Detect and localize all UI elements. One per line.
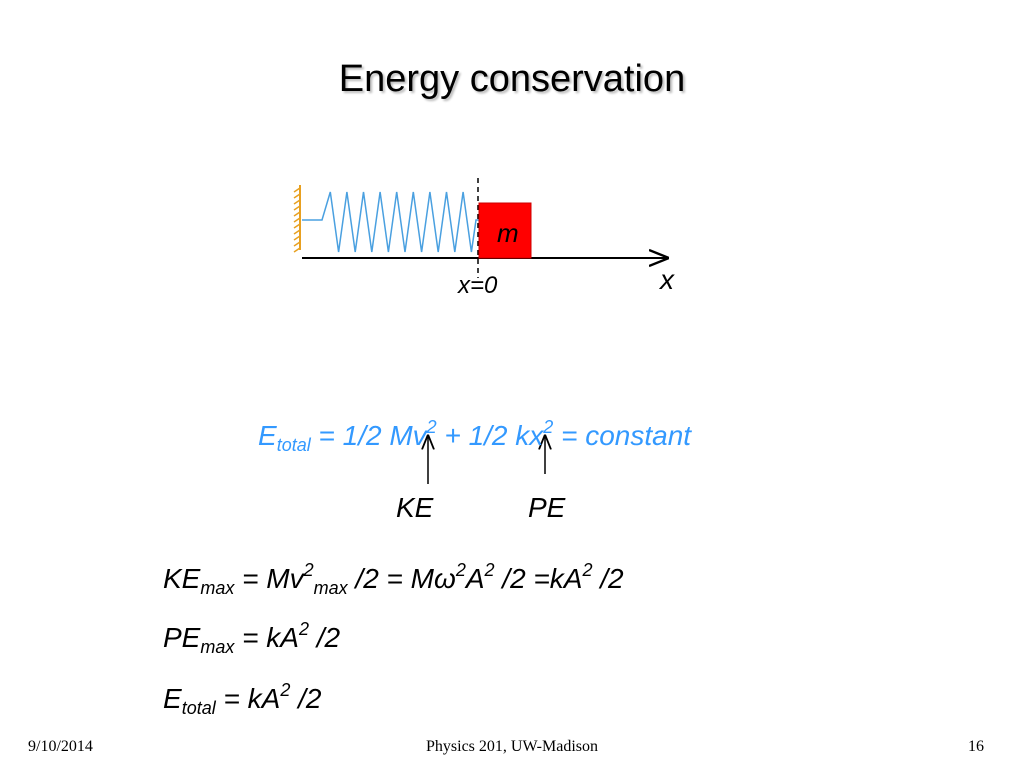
formula-part: 2 [303,560,314,580]
eq-sup: 2 [543,417,554,437]
hatch-line [293,217,301,223]
formula-part: 2 [455,560,466,580]
formula-part: A [465,563,485,594]
formula-part: /2 =kA [494,563,583,594]
formula-part: max [200,637,235,657]
formula-part: = kA [234,622,299,653]
formula-part: max [313,578,348,598]
formula-part: 2 [484,560,495,580]
energy-equation: Etotal = 1/2 Mv2 + 1/2 kx2 = constant [258,385,691,456]
hatch-line [293,211,301,217]
formula: Etotal = kA2 /2 [163,680,321,719]
eq-part: = constant [553,420,692,451]
hatch-line [293,205,301,211]
spring [302,191,479,253]
eq-part: + 1/2 kx [436,420,544,451]
footer-page: 16 [968,738,984,755]
formula-part: = Mv [234,563,304,594]
hatch-line [293,187,301,193]
formula-part: 2 [280,680,291,700]
axis-label: x [660,264,674,295]
hatch-line [293,223,301,229]
hatch-line [293,193,301,199]
origin-label: x=0 [458,272,498,299]
formula-part: 2 [298,619,309,639]
hatch-line [293,247,301,253]
arrow-label: PE [528,492,566,523]
eq-sub: total [276,435,311,455]
formula-part: /2 [290,683,322,714]
formula-part: E [163,683,182,714]
formula-part: 2 [582,560,593,580]
mass-label: m [497,218,519,248]
formula-part: /2 = Mω [347,563,456,594]
formula-part: /2 [308,622,341,653]
eq-sup: 2 [426,417,437,437]
hatch-line [293,241,301,247]
arrow-label: KE [396,492,434,523]
formula: PEmax = kA2 /2 [163,619,340,658]
formula-part: max [200,578,235,598]
eq-part: = 1/2 Mv [310,420,427,451]
slide-title: Energy conservation [338,58,686,100]
hatch-line [293,199,301,205]
hatch-line [293,235,301,241]
formula-part: PE [163,622,201,653]
footer-date: 9/10/2014 [28,738,93,755]
formula-part: KE [163,563,201,594]
eq-part: E [258,420,277,451]
footer-course: Physics 201, UW-Madison [426,738,598,755]
formula-part: = kA [215,683,281,714]
formula-part: total [181,698,216,718]
wall-hatch [293,187,301,253]
formula: KEmax = Mv2max /2 = Mω2A2 /2 =kA2 /2 [163,560,624,599]
hatch-line [293,229,301,235]
mass-block [478,202,532,259]
formula-part: /2 [592,563,624,594]
